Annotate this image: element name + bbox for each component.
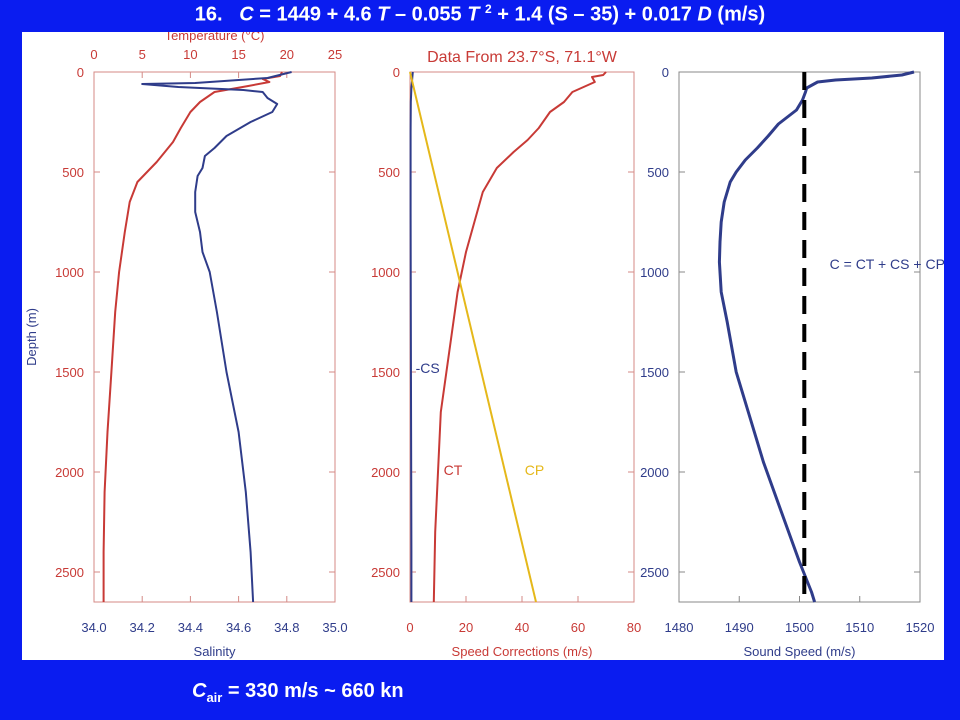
footer-air-speed: Cair = 330 m/s ~ 660 kn [192,680,404,705]
y-tick-label: 500 [378,165,400,180]
ct-line [432,71,607,603]
speed-corrections-axis-label: Speed Corrections (m/s) [452,644,593,659]
x-tick-label: 34.2 [130,620,155,635]
y-tick-label: 1500 [55,365,84,380]
depth-axis-label: Depth (m) [24,308,39,366]
salinity-axis-label: Salinity [194,644,236,659]
ct-annotation: CT [444,462,463,478]
salinity-profile-line [141,71,292,603]
cp-line [409,71,537,603]
cs-line [409,71,414,602]
cp-annotation: CP [525,462,544,478]
sound-speed-plot-frame [678,71,921,603]
y-tick-label: 2500 [640,565,669,580]
y-tick-label: 1000 [640,265,669,280]
y-tick-label: 1500 [371,365,400,380]
y-tick-label: 0 [77,65,84,80]
y-tick-label: 1000 [371,265,400,280]
y-tick-label: 0 [662,65,669,80]
x-tick-label: 40 [515,620,529,635]
y-tick-label: 2000 [371,465,400,480]
x-tick-label: 34.8 [274,620,299,635]
x-tick-label: 34.4 [178,620,203,635]
temperature-tick-label: 25 [328,47,342,62]
y-tick-label: 500 [647,165,669,180]
temperature-profile-line [102,71,283,602]
figure-panel: 0 500 1000 1500 2000 2500 0 5 10 15 20 25 Temperatur… [22,32,944,660]
x-tick-label: 1500 [785,620,814,635]
temperature-axis-label: Temperature (°C) [165,32,265,43]
x-tick-label: 34.0 [81,620,106,635]
temperature-tick-label: 20 [280,47,294,62]
x-tick-label: 1510 [845,620,874,635]
temperature-tick-label: 5 [139,47,146,62]
y-tick-label: 2000 [55,465,84,480]
y-tick-label: 1500 [640,365,669,380]
sound-speed-profile-line [717,70,915,603]
ts-plot-frame [93,71,336,603]
corrections-plot-title: Data From 23.7°S, 71.1°W [427,49,618,66]
x-tick-label: 1490 [725,620,754,635]
temperature-tick-label: 10 [183,47,197,62]
x-tick-label: 35.0 [322,620,347,635]
y-tick-label: 0 [393,65,400,80]
slide-title: 16. C = 1449 + 4.6 T – 0.055 T 2 + 1.4 (… [194,2,766,26]
x-tick-label: 1480 [665,620,694,635]
cs-annotation: -CS [416,360,440,376]
temperature-tick-label: 0 [90,47,97,62]
x-tick-label: 1520 [906,620,935,635]
temperature-tick-label: 15 [231,47,245,62]
x-tick-label: 80 [627,620,641,635]
x-tick-label: 60 [571,620,585,635]
sound-speed-axis-label: Sound Speed (m/s) [743,644,855,659]
x-tick-label: 20 [459,620,473,635]
y-tick-label: 2000 [640,465,669,480]
y-tick-label: 500 [62,165,84,180]
y-tick-label: 2500 [55,565,84,580]
x-tick-label: 0 [406,620,413,635]
y-tick-label: 1000 [55,265,84,280]
corrections-plot-frame [409,71,635,603]
x-tick-label: 34.6 [226,620,251,635]
y-tick-label: 2500 [371,565,400,580]
sum-equation-annotation: C = CT + CS + CP [830,256,944,272]
